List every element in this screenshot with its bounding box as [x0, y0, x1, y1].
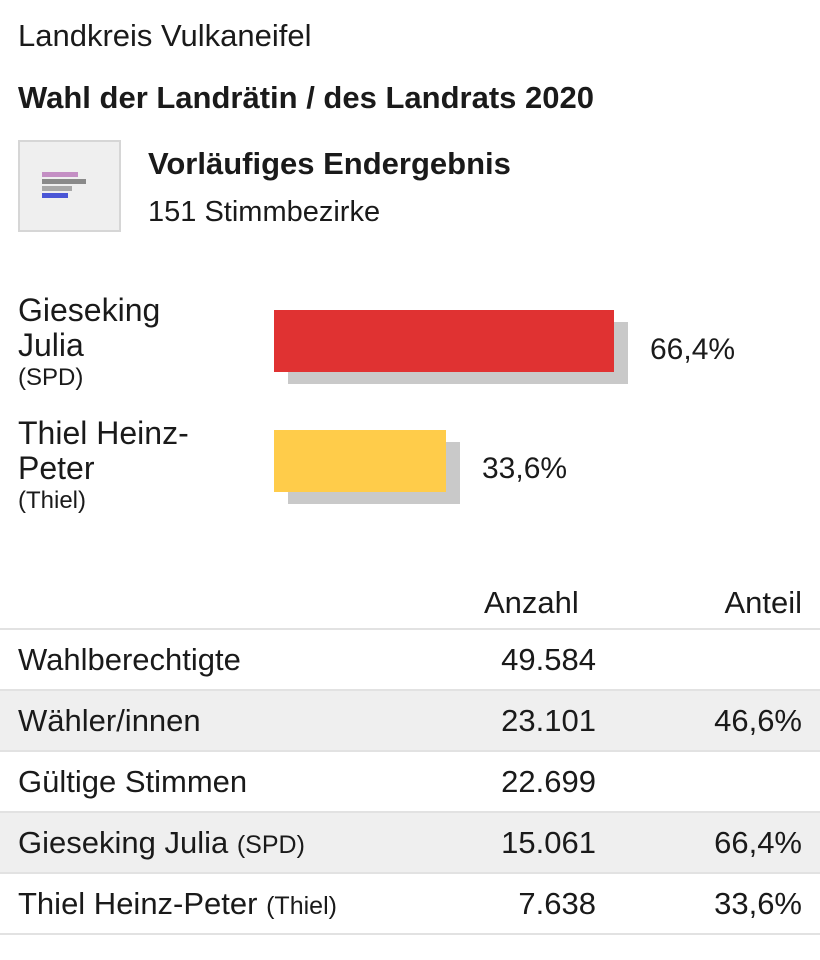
candidate-party: (SPD)	[18, 364, 84, 392]
bar-gieseking	[274, 310, 614, 372]
row-party: (Thiel)	[266, 892, 337, 920]
table-row: Gieseking Julia (SPD) 15.061 66,4%	[0, 813, 820, 874]
row-label: Gültige Stimmen	[18, 764, 248, 799]
row-count: 22.699	[501, 764, 596, 799]
candidate-party: (Thiel)	[18, 487, 87, 515]
row-count: 15.061	[501, 825, 596, 860]
table-row: Wahlberechtigte 49.584	[0, 630, 820, 691]
candidate-label-1: Gieseking Julia (SPD)	[18, 292, 161, 392]
results-table: Anzahl Anteil Wahlberechtigte 49.584 Wäh…	[0, 575, 820, 935]
row-label: Wahlberechtigte	[18, 642, 241, 677]
row-party: (SPD)	[236, 831, 305, 859]
candidate-label-2: Thiel Heinz- Peter (Thiel)	[18, 415, 189, 515]
table-row: Thiel Heinz-Peter (Thiel) 7.638 33,6%	[0, 874, 820, 935]
row-count: 7.638	[518, 886, 596, 921]
row-share: 66,4%	[714, 825, 802, 860]
row-count: 23.101	[501, 703, 596, 738]
candidate-name-line1: Gieseking	[18, 292, 161, 328]
column-header-share: Anteil	[724, 585, 802, 620]
district-count: 151 Stimmbezirke	[148, 196, 381, 228]
row-label: Gieseking Julia (SPD)	[18, 825, 305, 860]
row-label: Wähler/innen	[18, 703, 201, 738]
row-count: 49.584	[501, 642, 596, 677]
column-header-count: Anzahl	[484, 585, 579, 620]
row-share: 46,6%	[714, 703, 802, 738]
table-row: Wähler/innen 23.101 46,6%	[0, 691, 820, 752]
bar-chart-icon	[18, 140, 121, 232]
election-title: Wahl der Landrätin / des Landrats 2020	[18, 80, 594, 115]
candidate-name-line1: Thiel Heinz-	[18, 415, 189, 451]
table-header: Anzahl Anteil	[0, 575, 820, 630]
region-title: Landkreis Vulkaneifel	[18, 18, 312, 53]
bar-value-label: 33,6%	[482, 452, 568, 485]
table-row: Gültige Stimmen 22.699	[0, 752, 820, 813]
result-status: Vorläufiges Endergebnis	[148, 146, 511, 181]
candidate-name-line2: Peter	[18, 450, 95, 487]
bar-value-label: 66,4%	[650, 333, 736, 366]
candidate-name-line2: Julia	[18, 327, 84, 364]
bar-thiel	[274, 430, 446, 492]
row-label: Thiel Heinz-Peter (Thiel)	[18, 886, 337, 921]
row-share: 33,6%	[714, 886, 802, 921]
